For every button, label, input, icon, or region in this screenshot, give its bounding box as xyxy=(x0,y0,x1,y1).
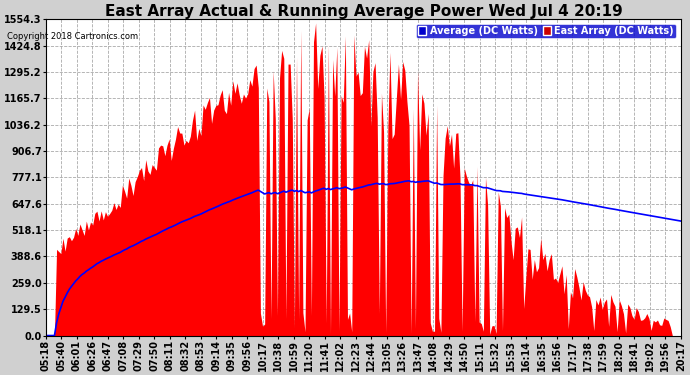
Title: East Array Actual & Running Average Power Wed Jul 4 20:19: East Array Actual & Running Average Powe… xyxy=(104,4,622,19)
Text: Copyright 2018 Cartronics.com: Copyright 2018 Cartronics.com xyxy=(7,32,138,41)
Legend: Average (DC Watts), East Array (DC Watts): Average (DC Watts), East Array (DC Watts… xyxy=(416,24,676,38)
